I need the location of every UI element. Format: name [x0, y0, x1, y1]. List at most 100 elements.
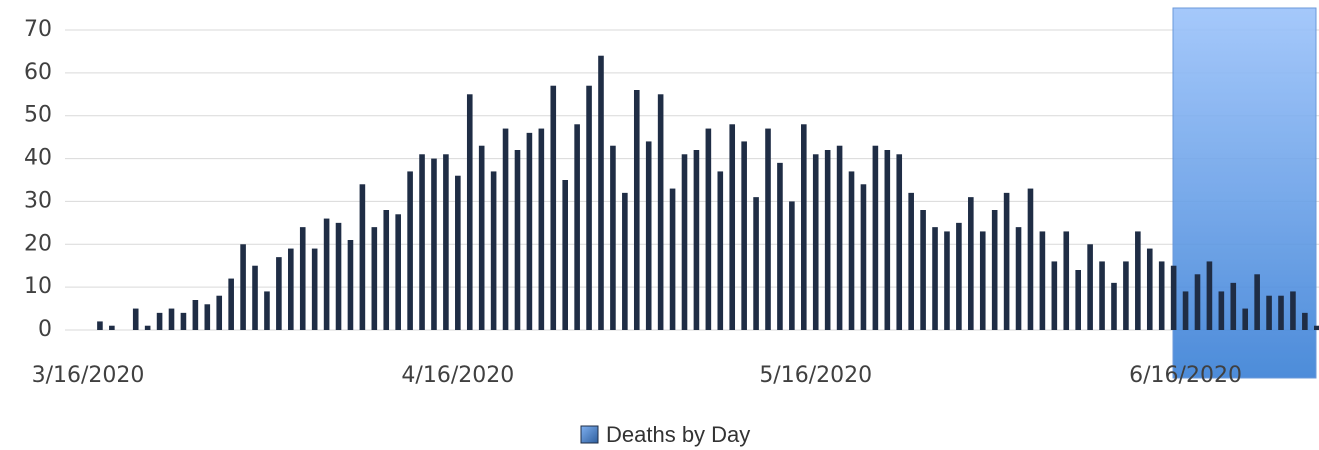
bar — [777, 162, 783, 330]
bar — [1170, 265, 1177, 330]
bar — [240, 244, 246, 330]
bar — [455, 175, 461, 330]
bar — [371, 227, 378, 330]
bar — [216, 295, 223, 330]
bar — [574, 124, 580, 331]
bar — [836, 145, 843, 330]
bar — [956, 222, 962, 330]
bar — [586, 85, 592, 330]
bar — [1015, 227, 1022, 330]
bar — [944, 231, 950, 330]
bar — [288, 248, 294, 330]
bar — [765, 128, 771, 330]
x-tick-label: 6/16/2020 — [1129, 363, 1242, 388]
bar — [1290, 291, 1296, 330]
bars — [97, 55, 1319, 331]
y-tick-label: 10 — [24, 274, 52, 299]
bar — [490, 171, 497, 330]
legend-label: Deaths by Day — [606, 422, 750, 447]
bar — [860, 184, 867, 330]
bar — [478, 145, 485, 330]
bar — [1194, 274, 1201, 330]
bar — [156, 312, 163, 330]
bar — [168, 308, 175, 330]
bar — [144, 325, 151, 330]
bar — [645, 141, 652, 330]
bar — [932, 227, 938, 330]
bar — [824, 150, 831, 330]
legend: Deaths by Day — [580, 422, 750, 447]
bar — [97, 321, 103, 330]
bar — [598, 55, 604, 330]
bar — [812, 154, 819, 330]
bar — [347, 240, 354, 330]
bar — [1087, 244, 1093, 330]
bar — [180, 312, 187, 330]
x-axis: 3/16/2020 4/16/2020 5/16/2020 6/16/2020 — [32, 363, 1242, 388]
bar — [311, 248, 318, 330]
bar — [753, 197, 759, 330]
bar — [848, 171, 855, 330]
bar — [1302, 312, 1308, 330]
bar — [526, 132, 533, 330]
bar — [717, 171, 724, 330]
bar — [1063, 231, 1070, 330]
legend-swatch — [580, 425, 599, 444]
bar — [431, 158, 437, 330]
bar — [550, 85, 557, 330]
bar — [979, 231, 986, 330]
bar — [204, 304, 211, 330]
bar — [681, 154, 688, 330]
bar — [741, 141, 747, 330]
bar — [801, 124, 807, 331]
bar — [1146, 248, 1153, 330]
bar — [1254, 274, 1260, 330]
y-tick-label: 0 — [38, 317, 52, 342]
bar — [729, 124, 736, 331]
bar — [705, 128, 712, 330]
x-tick-label: 3/16/2020 — [32, 363, 145, 388]
bar — [276, 257, 282, 330]
bar — [132, 308, 139, 330]
bar — [359, 184, 366, 330]
bar — [884, 150, 891, 330]
bar — [872, 145, 879, 330]
y-tick-label: 40 — [24, 146, 52, 171]
bar — [1278, 295, 1284, 330]
plot-area: 0 10 20 30 40 50 60 70 — [24, 17, 1319, 342]
bar — [538, 128, 545, 330]
bar — [693, 150, 700, 330]
bar — [466, 94, 473, 331]
bar — [610, 145, 616, 330]
bar — [514, 150, 521, 330]
bar — [622, 192, 628, 330]
x-tick-label: 4/16/2020 — [401, 363, 514, 388]
bar — [562, 180, 568, 330]
bar — [1206, 261, 1213, 330]
bar — [502, 128, 509, 330]
bar — [323, 218, 330, 330]
bar — [419, 154, 425, 330]
bar — [1313, 325, 1319, 330]
bar — [443, 154, 449, 330]
y-tick-label: 20 — [24, 231, 52, 256]
bar — [1230, 282, 1237, 330]
y-tick-label: 30 — [24, 188, 52, 213]
bar — [1158, 261, 1165, 330]
bar — [1039, 231, 1046, 330]
bar — [908, 192, 914, 330]
bar — [968, 197, 974, 330]
bar — [1075, 270, 1081, 330]
bar — [633, 90, 640, 330]
bar — [1051, 261, 1058, 330]
y-tick-label: 50 — [24, 103, 52, 128]
y-tick-label: 70 — [24, 17, 52, 42]
bar — [896, 154, 903, 330]
bar — [1099, 261, 1105, 330]
bar — [1135, 231, 1141, 330]
y-tick-label: 60 — [24, 60, 52, 85]
bar — [395, 214, 401, 330]
bar — [669, 188, 676, 330]
bar — [228, 278, 234, 330]
